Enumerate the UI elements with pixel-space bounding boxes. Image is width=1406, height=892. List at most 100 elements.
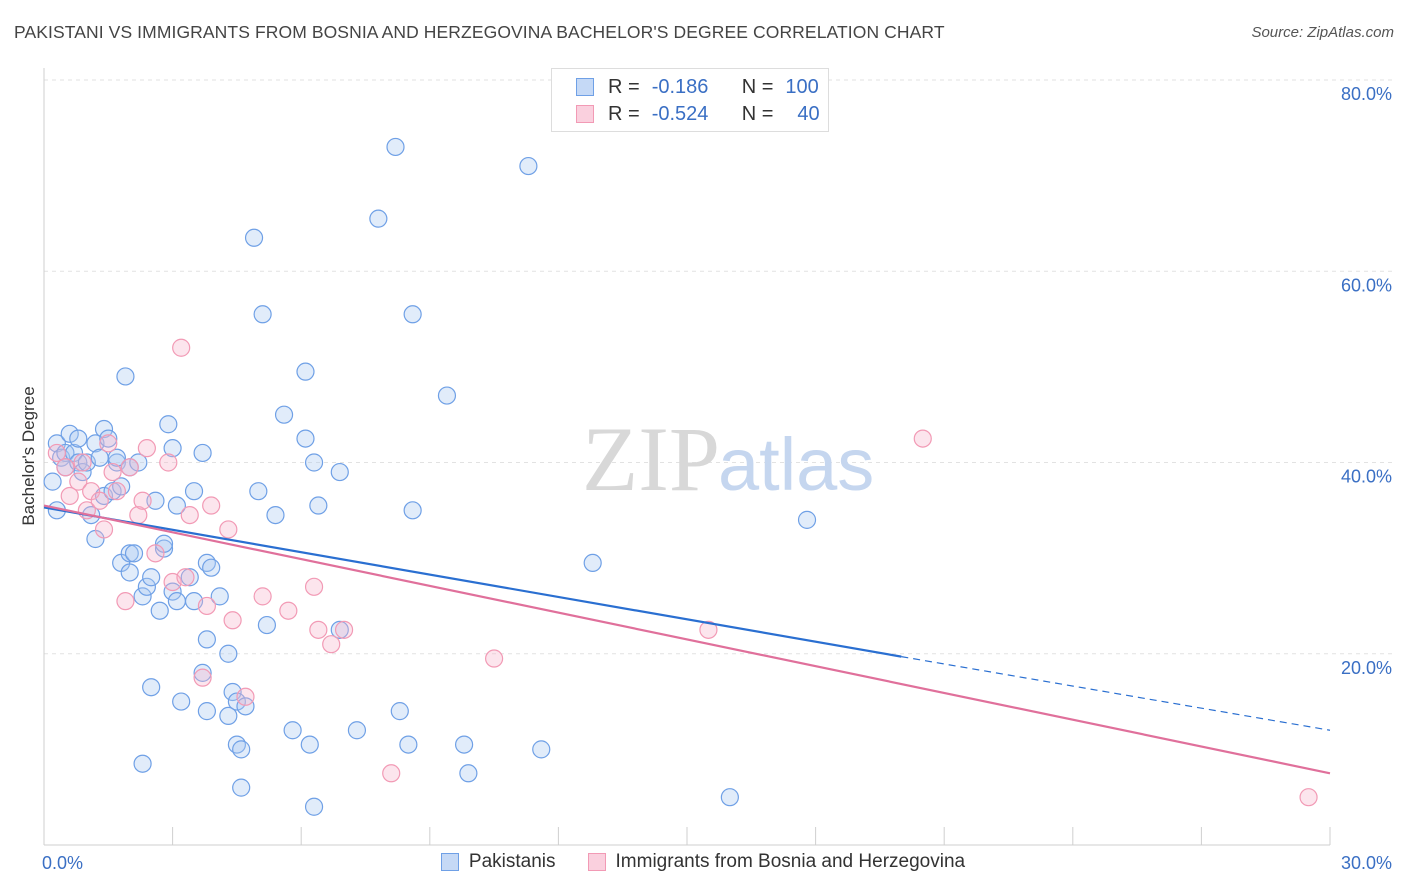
data-point xyxy=(227,692,246,711)
data-point xyxy=(330,462,349,482)
data-point xyxy=(1299,788,1318,807)
data-point xyxy=(279,601,298,620)
legend-row-pakistanis: R = -0.186 N = 100 xyxy=(576,74,819,100)
data-point xyxy=(232,778,251,797)
data-point xyxy=(159,415,178,434)
data-point xyxy=(244,228,264,247)
legend-n-value: 100 xyxy=(785,75,819,98)
tick-labels: 20.0% 40.0% 60.0% 80.0% 0.0% 30.0% xyxy=(42,84,1392,873)
data-point xyxy=(163,582,182,601)
data-point xyxy=(330,620,349,639)
data-point xyxy=(219,644,238,663)
data-point xyxy=(913,429,932,448)
data-point xyxy=(69,429,88,448)
data-point xyxy=(172,338,191,357)
data-point xyxy=(232,740,251,759)
data-point xyxy=(120,544,139,563)
legend-row-bosnia: R = -0.524 N = 40 xyxy=(576,101,820,127)
data-point xyxy=(219,520,238,539)
data-point xyxy=(163,439,182,458)
data-point xyxy=(193,443,212,463)
data-point xyxy=(403,305,422,324)
data-point xyxy=(90,491,109,510)
data-point xyxy=(167,496,186,515)
data-point xyxy=(236,687,255,706)
data-point xyxy=(142,678,161,697)
data-point xyxy=(103,462,122,482)
data-point xyxy=(60,424,79,443)
data-point xyxy=(94,419,114,439)
data-point xyxy=(193,668,212,687)
data-point xyxy=(137,577,156,596)
y-axis-label: Bachelor's Degree xyxy=(19,386,38,525)
data-point xyxy=(309,496,328,515)
trend-line-pakistanis-extension xyxy=(901,656,1331,731)
y-tick-label: 20.0% xyxy=(1341,658,1392,678)
data-point xyxy=(154,539,174,558)
trend-line-bosnia xyxy=(43,504,1331,775)
data-point xyxy=(797,510,817,529)
data-point xyxy=(437,386,457,405)
data-point xyxy=(454,735,474,754)
correlation-legend: R = -0.186 N = 100 R = -0.524 N = 40 xyxy=(551,68,829,132)
data-point xyxy=(180,505,199,525)
chart-title: PAKISTANI VS IMMIGRANTS FROM BOSNIA AND … xyxy=(14,22,945,42)
data-point xyxy=(296,362,315,381)
data-point xyxy=(133,491,152,510)
data-point xyxy=(266,505,285,525)
data-point xyxy=(69,472,88,491)
data-point xyxy=(129,453,148,472)
data-point xyxy=(334,620,354,639)
axes xyxy=(43,68,1331,846)
watermark: ZIP xyxy=(582,408,720,510)
data-point xyxy=(399,735,418,754)
data-point xyxy=(304,577,324,596)
legend-item-bosnia[interactable]: Immigrants from Bosnia and Herzegovina xyxy=(587,851,965,873)
data-point xyxy=(403,501,422,520)
data-point xyxy=(107,482,126,501)
data-point xyxy=(386,137,405,157)
data-point xyxy=(124,544,144,563)
legend-r-value: -0.524 xyxy=(651,102,709,125)
data-point xyxy=(146,491,165,510)
data-point xyxy=(236,697,255,716)
data-point xyxy=(304,453,324,472)
data-point xyxy=(56,458,75,477)
data-point xyxy=(133,754,152,773)
legend-item-pakistanis[interactable]: Pakistanis xyxy=(440,851,556,873)
data-point xyxy=(180,568,199,587)
data-point xyxy=(94,520,114,539)
data-points xyxy=(43,137,1318,816)
data-point xyxy=(120,563,139,582)
data-point xyxy=(176,568,195,587)
data-point xyxy=(304,797,324,816)
x-tick-label: 30.0% xyxy=(1341,853,1392,873)
data-point xyxy=(60,486,79,506)
data-point xyxy=(193,663,212,682)
trend-line-pakistanis xyxy=(43,506,902,658)
data-point xyxy=(519,156,538,176)
legend-swatch-pakistanis xyxy=(440,853,459,871)
data-point xyxy=(116,367,135,386)
data-point xyxy=(309,620,328,639)
data-point xyxy=(137,439,156,458)
data-point xyxy=(390,702,409,721)
legend-n-label: N = xyxy=(741,75,774,98)
data-point xyxy=(202,558,221,577)
data-point xyxy=(159,453,178,472)
legend-swatch-bosnia xyxy=(576,105,594,123)
data-point xyxy=(369,209,388,228)
legend-label-pakistanis: Pakistanis xyxy=(468,851,556,872)
data-point xyxy=(459,764,478,783)
data-point xyxy=(99,429,118,448)
data-point xyxy=(283,721,302,740)
y-tick-label: 60.0% xyxy=(1341,275,1392,295)
data-point xyxy=(197,596,216,616)
legend-swatch-pakistanis xyxy=(576,78,594,96)
data-point xyxy=(300,735,319,754)
x-tick-label: 0.0% xyxy=(42,853,83,873)
data-point xyxy=(99,434,118,453)
data-point xyxy=(583,553,602,573)
chart-source: Source: ZipAtlas.com xyxy=(1251,24,1394,41)
